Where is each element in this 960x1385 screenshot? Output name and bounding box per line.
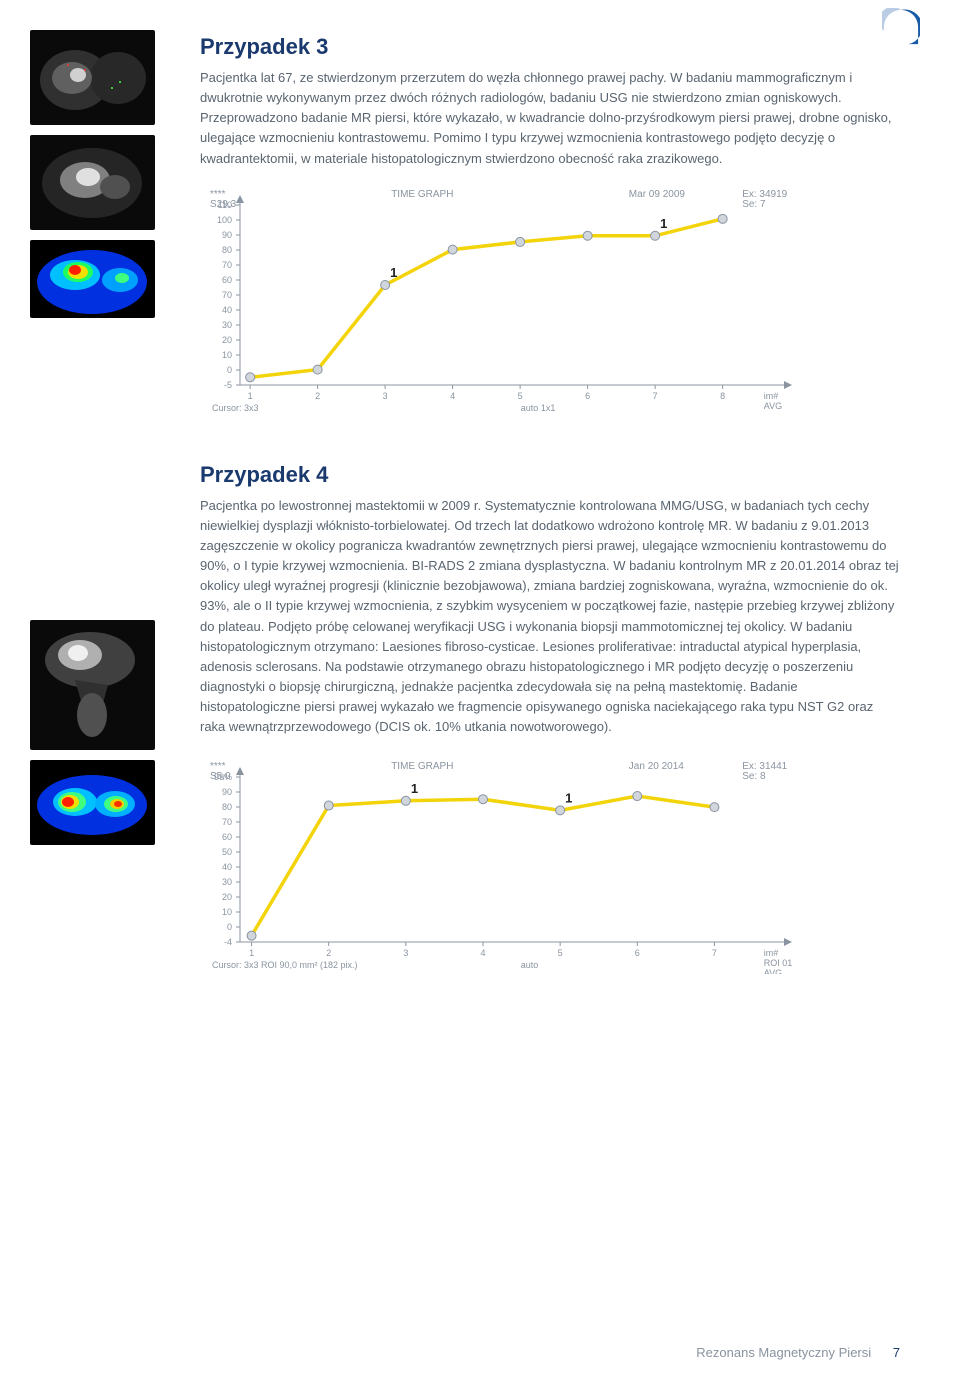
brand-logo: [882, 8, 920, 46]
svg-text:80: 80: [222, 802, 232, 812]
svg-text:1: 1: [248, 391, 253, 401]
case4-body: Pacjentka po lewostronnej mastektomii w …: [200, 496, 900, 738]
svg-text:110: 110: [218, 200, 232, 210]
svg-text:TIME GRAPH: TIME GRAPH: [391, 189, 453, 200]
case4-title: Przypadek 4: [200, 462, 900, 488]
svg-text:20: 20: [222, 892, 232, 902]
page-footer: Rezonans Magnetyczny Piersi 7: [696, 1345, 900, 1360]
page-number: 7: [893, 1345, 900, 1360]
svg-text:40: 40: [222, 305, 232, 315]
svg-text:1: 1: [390, 265, 397, 280]
svg-text:7: 7: [712, 948, 717, 958]
svg-text:20: 20: [222, 335, 232, 345]
svg-text:70: 70: [222, 290, 232, 300]
case4-block: Przypadek 4 Pacjentka po lewostronnej ma…: [200, 462, 900, 738]
mri-thumb-5-heatmap: [30, 760, 155, 845]
svg-text:40: 40: [222, 862, 232, 872]
svg-text:auto 1x1: auto 1x1: [521, 403, 556, 413]
mri-thumb-1: [30, 30, 155, 125]
svg-text:0: 0: [227, 922, 232, 932]
svg-text:5: 5: [518, 391, 523, 401]
svg-text:10: 10: [222, 350, 232, 360]
svg-text:90: 90: [222, 787, 232, 797]
mri-thumb-4: [30, 620, 155, 750]
mri-thumb-3-heatmap: [30, 240, 155, 318]
svg-text:3: 3: [383, 391, 388, 401]
case4-thumbnails: [30, 620, 155, 855]
svg-text:1: 1: [411, 781, 418, 796]
case3-thumbnails: [30, 30, 155, 328]
svg-text:Se: 8: Se: 8: [742, 771, 766, 782]
chart2: ****S5,0TIME GRAPHJan 20 2014Ex: 31441Se…: [200, 759, 820, 974]
svg-text:Cursor: 3x3: Cursor: 3x3: [212, 403, 259, 413]
svg-text:im#: im#: [764, 391, 779, 401]
svg-text:10: 10: [222, 907, 232, 917]
chart2-wrap: ****S5,0TIME GRAPHJan 20 2014Ex: 31441Se…: [200, 759, 820, 974]
svg-text:80: 80: [222, 245, 232, 255]
svg-text:100: 100: [217, 215, 232, 225]
svg-text:6: 6: [635, 948, 640, 958]
svg-text:-5: -5: [224, 380, 232, 390]
chart1-wrap: ****S29,3TIME GRAPHMar 09 2009Ex: 34919S…: [200, 187, 820, 417]
svg-text:50: 50: [222, 847, 232, 857]
svg-text:2: 2: [315, 391, 320, 401]
svg-text:2: 2: [326, 948, 331, 958]
svg-text:70: 70: [222, 817, 232, 827]
case3-title: Przypadek 3: [200, 34, 900, 60]
svg-text:6: 6: [585, 391, 590, 401]
svg-text:im#: im#: [764, 948, 779, 958]
svg-text:60: 60: [222, 832, 232, 842]
svg-text:30: 30: [222, 320, 232, 330]
svg-text:99%: 99%: [214, 772, 232, 782]
svg-text:70: 70: [222, 260, 232, 270]
case3-block: Przypadek 3 Pacjentka lat 67, ze stwierd…: [200, 30, 900, 169]
mri-thumb-2: [30, 135, 155, 230]
svg-text:4: 4: [480, 948, 485, 958]
svg-text:AVG: AVG: [764, 968, 782, 974]
svg-text:ROI 01: ROI 01: [764, 958, 793, 968]
footer-text: Rezonans Magnetyczny Piersi: [696, 1345, 871, 1360]
svg-text:AVG: AVG: [764, 401, 782, 411]
svg-text:Jan 20 2014: Jan 20 2014: [629, 761, 684, 772]
svg-text:8: 8: [720, 391, 725, 401]
svg-text:3: 3: [403, 948, 408, 958]
svg-text:4: 4: [450, 391, 455, 401]
svg-text:90: 90: [222, 230, 232, 240]
svg-text:1: 1: [660, 215, 667, 230]
case3-body: Pacjentka lat 67, ze stwierdzonym przerz…: [200, 68, 900, 169]
svg-text:60: 60: [222, 275, 232, 285]
svg-text:auto: auto: [521, 960, 539, 970]
svg-text:-4: -4: [224, 937, 232, 947]
chart1: ****S29,3TIME GRAPHMar 09 2009Ex: 34919S…: [200, 187, 820, 417]
svg-text:7: 7: [653, 391, 658, 401]
svg-text:Se: 7: Se: 7: [742, 199, 766, 210]
svg-text:1: 1: [249, 948, 254, 958]
svg-text:30: 30: [222, 877, 232, 887]
svg-text:TIME GRAPH: TIME GRAPH: [391, 761, 453, 772]
svg-text:5: 5: [558, 948, 563, 958]
svg-text:1: 1: [565, 791, 572, 806]
svg-text:Cursor: 3x3 ROI 90,0 mm² (182: Cursor: 3x3 ROI 90,0 mm² (182 pix.): [212, 960, 358, 970]
svg-text:0: 0: [227, 365, 232, 375]
svg-text:Mar 09 2009: Mar 09 2009: [629, 189, 686, 200]
